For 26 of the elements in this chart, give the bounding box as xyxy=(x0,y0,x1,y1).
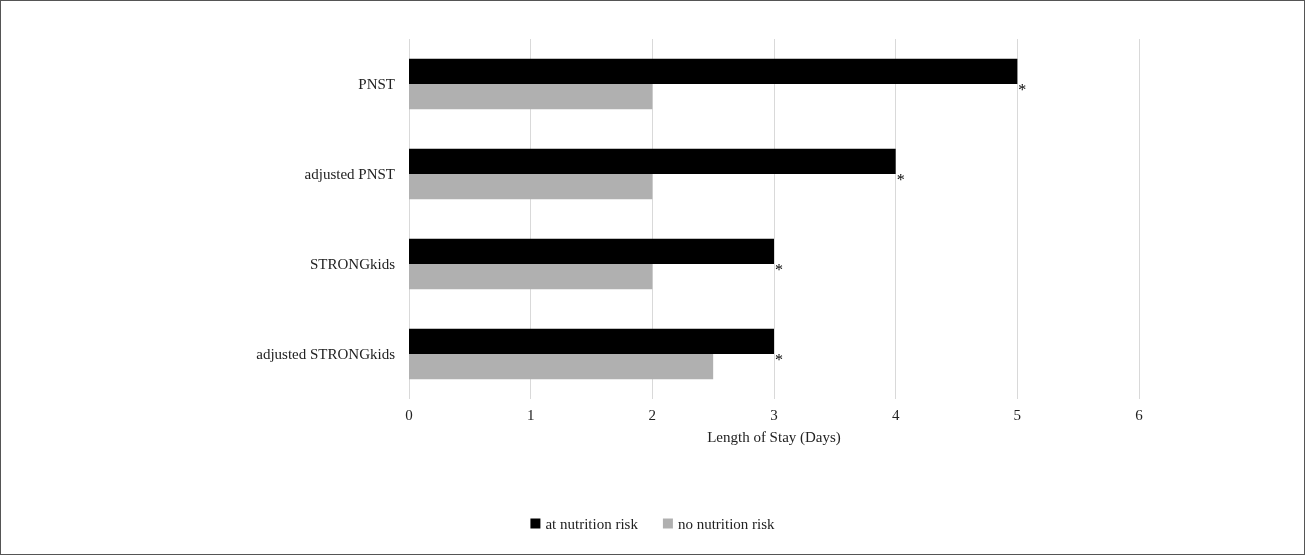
annotation: * xyxy=(775,260,783,278)
annotation: * xyxy=(1018,80,1027,98)
bar xyxy=(409,354,714,380)
bar xyxy=(409,174,653,200)
y-tick-label: adjusted STRONGkids xyxy=(256,346,396,362)
x-axis-title: Length of Stay (Days) xyxy=(707,428,841,446)
bar xyxy=(409,264,653,290)
bar xyxy=(409,148,896,174)
annotation: * xyxy=(896,170,905,188)
bar xyxy=(409,238,774,264)
legend-label: no nutrition risk xyxy=(677,515,776,532)
bar xyxy=(409,58,1018,84)
x-tick-label: 5 xyxy=(1013,406,1022,423)
x-tick-label: 2 xyxy=(648,406,657,423)
x-tick-label: 4 xyxy=(891,406,900,423)
y-tick-label: STRONGkids xyxy=(309,256,396,272)
x-tick-label: 6 xyxy=(1135,406,1144,423)
annotation: * xyxy=(775,350,783,368)
y-tick-label: adjusted PNST xyxy=(304,166,395,182)
x-tick-label: 3 xyxy=(770,406,778,423)
y-tick-label: PNST xyxy=(358,76,395,92)
bar xyxy=(409,328,774,354)
x-tick-label: 0 xyxy=(405,406,413,423)
legend-label: at nutrition risk xyxy=(545,515,639,532)
x-tick-label: 1 xyxy=(526,406,535,423)
bar xyxy=(409,84,653,110)
